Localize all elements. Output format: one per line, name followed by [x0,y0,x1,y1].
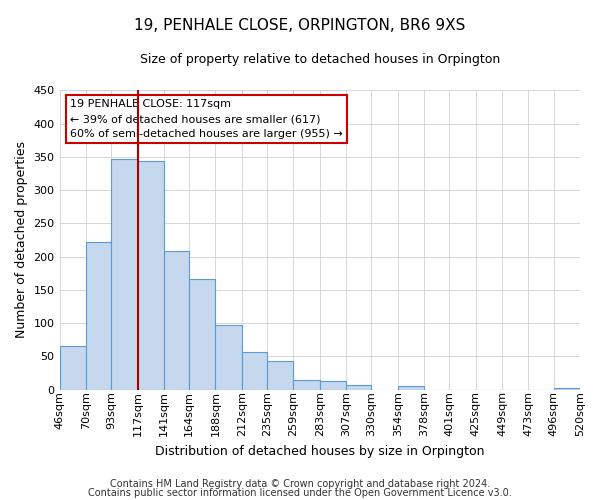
Bar [267,361,293,390]
X-axis label: Distribution of detached houses by size in Orpington: Distribution of detached houses by size … [155,444,485,458]
Text: Contains HM Land Registry data © Crown copyright and database right 2024.: Contains HM Land Registry data © Crown c… [110,479,490,489]
Text: 19, PENHALE CLOSE, ORPINGTON, BR6 9XS: 19, PENHALE CLOSE, ORPINGTON, BR6 9XS [134,18,466,32]
Bar [346,385,371,390]
Text: Contains public sector information licensed under the Open Government Licence v3: Contains public sector information licen… [88,488,512,498]
Bar [398,386,424,390]
Bar [189,279,215,390]
Y-axis label: Number of detached properties: Number of detached properties [15,142,28,338]
Bar [137,161,164,390]
Bar [164,252,189,390]
Text: 19 PENHALE CLOSE: 117sqm
← 39% of detached houses are smaller (617)
60% of semi-: 19 PENHALE CLOSE: 117sqm ← 39% of detach… [70,100,343,139]
Title: Size of property relative to detached houses in Orpington: Size of property relative to detached ho… [140,52,500,66]
Bar [554,388,580,390]
Bar [215,325,242,390]
Bar [242,352,267,390]
Bar [111,160,137,390]
Bar [86,242,111,390]
Bar [293,380,320,390]
Bar [320,381,346,390]
Bar [59,346,86,390]
